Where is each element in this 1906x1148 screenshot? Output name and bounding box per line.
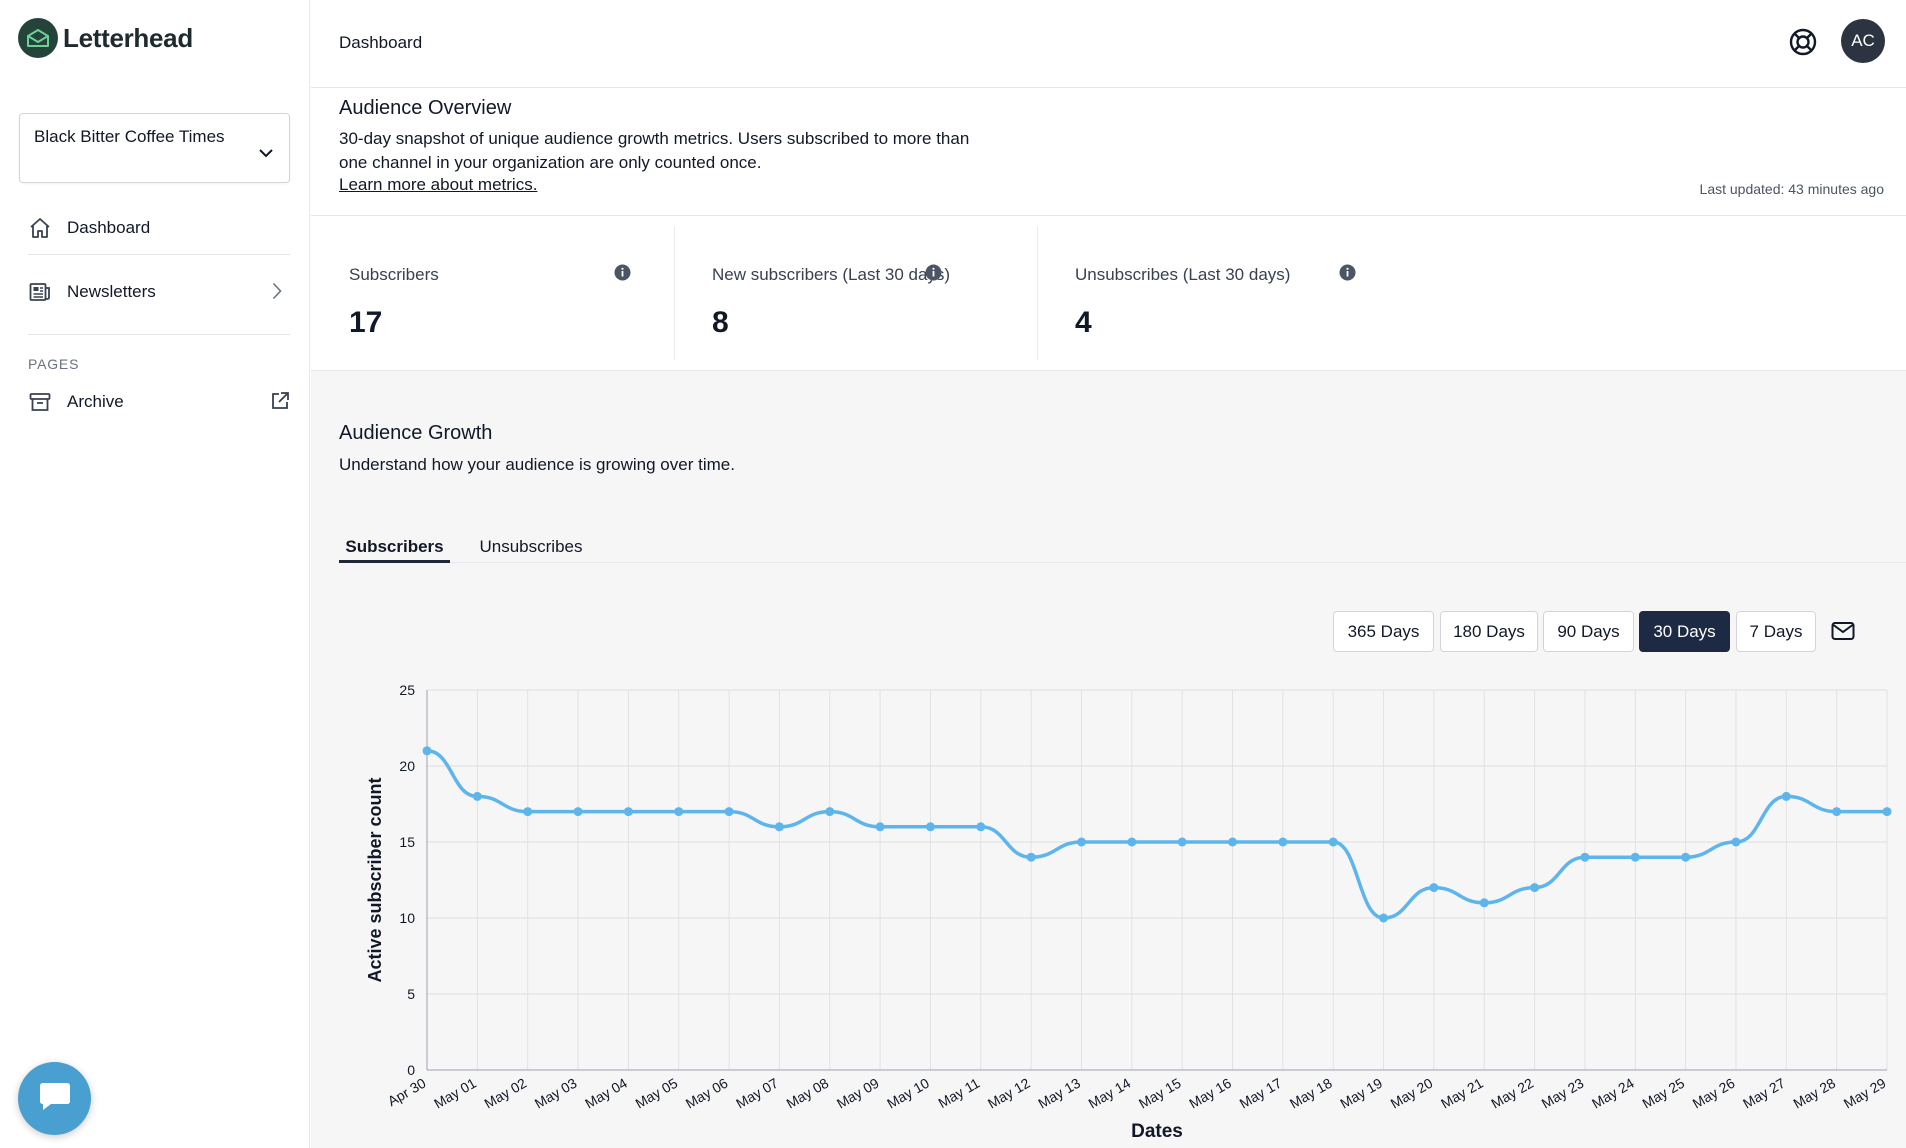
newspaper-icon xyxy=(28,280,52,304)
nav-divider xyxy=(28,334,290,335)
top-bar: Dashboard AC xyxy=(311,0,1906,88)
stat-value: 17 xyxy=(349,306,383,339)
stat-divider xyxy=(674,226,675,360)
range-365-days-button[interactable]: 365 Days xyxy=(1333,611,1434,652)
nav-divider xyxy=(28,254,290,255)
stat-divider xyxy=(1037,226,1038,360)
growth-tabs: Subscribers Unsubscribes xyxy=(339,532,1906,563)
sidebar-item-dashboard[interactable]: Dashboard xyxy=(28,206,290,250)
stat-card-subscribers: Subscribers 17 xyxy=(311,226,674,360)
audience-overview-title: Audience Overview xyxy=(339,97,512,119)
pages-section-label: PAGES xyxy=(28,356,80,372)
audience-overview: Audience Overview 30-day snapshot of uni… xyxy=(311,88,1906,216)
help-lifebuoy-icon[interactable] xyxy=(1788,27,1818,62)
sidebar: Letterhead Black Bitter Coffee Times Das… xyxy=(0,0,310,1148)
info-icon[interactable] xyxy=(925,264,942,286)
stat-label: New subscribers (Last 30 days) xyxy=(712,265,951,284)
audience-growth-title: Audience Growth xyxy=(339,422,493,444)
audience-overview-description: 30-day snapshot of unique audience growt… xyxy=(339,129,970,172)
email-report-icon[interactable] xyxy=(1831,621,1855,646)
chevron-down-icon xyxy=(259,141,273,165)
organization-select-value: Black Bitter Coffee Times xyxy=(34,127,225,146)
app-name: Letterhead xyxy=(63,22,193,53)
tab-unsubscribes[interactable]: Unsubscribes xyxy=(479,537,583,556)
audience-growth: Audience Growth Understand how your audi… xyxy=(311,371,1906,1148)
stat-label: Subscribers xyxy=(349,265,439,284)
archive-icon xyxy=(28,390,52,414)
stat-value: 8 xyxy=(712,306,729,339)
tab-subscribers[interactable]: Subscribers xyxy=(339,532,450,563)
sidebar-item-label: Archive xyxy=(67,392,124,411)
range-30-days-button[interactable]: 30 Days xyxy=(1639,611,1730,652)
range-7-days-button[interactable]: 7 Days xyxy=(1736,611,1816,652)
range-180-days-button[interactable]: 180 Days xyxy=(1440,611,1538,652)
sidebar-item-archive[interactable]: Archive xyxy=(28,380,290,424)
chat-bubble-icon xyxy=(37,1079,73,1118)
letterhead-logo-icon xyxy=(18,18,58,58)
sidebar-item-newsletters[interactable]: Newsletters xyxy=(28,270,290,314)
stat-card-new-subscribers: New subscribers (Last 30 days) 8 xyxy=(674,226,1037,360)
stat-value: 4 xyxy=(1075,306,1092,339)
app-logo[interactable]: Letterhead xyxy=(18,18,193,58)
organization-select[interactable]: Black Bitter Coffee Times xyxy=(19,113,290,183)
range-90-days-button[interactable]: 90 Days xyxy=(1543,611,1634,652)
stat-card-unsubscribes: Unsubscribes (Last 30 days) 4 xyxy=(1037,226,1400,360)
sidebar-item-label: Dashboard xyxy=(67,218,151,237)
info-icon[interactable] xyxy=(614,264,631,286)
breadcrumb[interactable]: Dashboard xyxy=(339,33,423,52)
external-link-icon[interactable] xyxy=(270,391,290,416)
user-avatar[interactable]: AC xyxy=(1841,19,1885,63)
sidebar-item-label: Newsletters xyxy=(67,282,156,301)
last-updated-text: Last updated: 43 minutes ago xyxy=(1699,181,1884,197)
chevron-right-icon xyxy=(272,282,282,305)
info-icon[interactable] xyxy=(1339,264,1356,286)
chat-widget-button[interactable] xyxy=(18,1062,91,1135)
learn-more-link[interactable]: Learn more about metrics. xyxy=(339,175,538,194)
home-icon xyxy=(28,216,52,240)
audience-growth-description: Understand how your audience is growing … xyxy=(339,455,735,474)
stat-label: Unsubscribes (Last 30 days) xyxy=(1075,265,1291,284)
stats-row: Subscribers 17 New subscribers (Last 30 … xyxy=(311,216,1906,371)
